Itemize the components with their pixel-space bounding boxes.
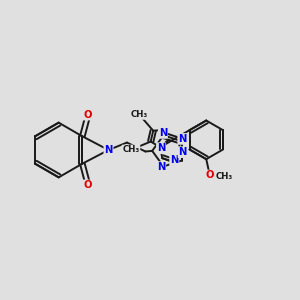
Text: CH₃: CH₃	[130, 110, 148, 119]
Text: N: N	[104, 145, 113, 155]
Text: N: N	[178, 147, 187, 157]
Text: N: N	[178, 134, 187, 144]
Text: N: N	[170, 155, 178, 165]
Text: CH₃: CH₃	[122, 146, 140, 154]
Text: O: O	[83, 180, 92, 190]
Text: N: N	[157, 162, 165, 172]
Text: N: N	[159, 128, 167, 138]
Text: O: O	[206, 170, 214, 181]
Text: O: O	[83, 110, 92, 120]
Text: CH₃: CH₃	[215, 172, 233, 181]
Text: N: N	[157, 143, 165, 153]
